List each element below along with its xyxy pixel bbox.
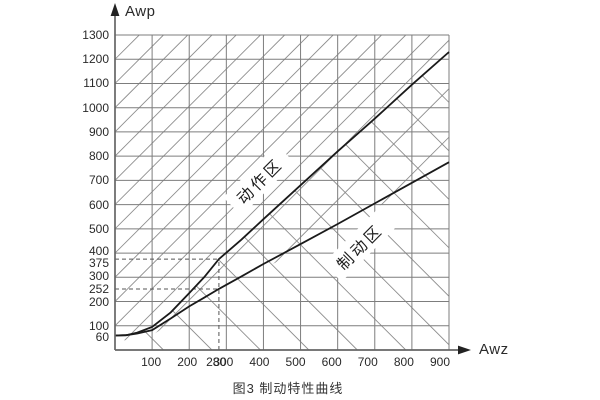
x-tick-label: 100 (141, 355, 162, 369)
figure-caption: 图3 制动特性曲线 (232, 381, 344, 396)
gridlines (115, 34, 450, 350)
x-axis-arrow-icon (458, 345, 471, 355)
y-tick-label: 1100 (83, 76, 109, 91)
dashed-guides (115, 258, 220, 350)
x-tick-label: 700 (357, 355, 378, 369)
x-tick-label: 200 (177, 355, 198, 369)
braking-boundary-curve (114, 161, 450, 337)
y-tick-label: 1200 (82, 52, 109, 67)
action-boundary-curve (114, 51, 450, 337)
y-tick-label: 500 (88, 221, 109, 236)
y-tick-label: 300 (88, 269, 109, 284)
y-tick-label: 100 (88, 318, 109, 333)
y-tick-label: 1300 (82, 28, 109, 42)
y-tick-label: 800 (88, 149, 109, 164)
x-tick-label: 400 (249, 355, 270, 369)
y-tick-label: 200 (88, 294, 109, 309)
x-tick-label: 300 (213, 355, 234, 369)
y-tick-label: 900 (88, 124, 109, 139)
y-tick-label: 252 (88, 281, 109, 296)
x-tick-label: 800 (393, 355, 414, 369)
y-tick-label: 700 (88, 173, 109, 188)
hatch-action-region (115, 35, 449, 341)
x-tick-label: 600 (321, 355, 342, 369)
y-tick-label: 600 (88, 197, 109, 212)
y-axis-title: Awp (125, 3, 156, 20)
y-tick-label: 60 (95, 330, 109, 345)
x-axis-title: Awz (479, 341, 509, 358)
x-tick-label: 500 (285, 355, 306, 369)
axes (110, 3, 471, 355)
y-tick-label: 375 (88, 256, 109, 271)
x-tick-label: 280 (206, 355, 227, 369)
x-tick-label: 900 (429, 355, 451, 369)
y-tick-label: 400 (88, 244, 109, 259)
y-tick-label: 1000 (82, 100, 109, 115)
y-axis-arrow-icon (110, 3, 120, 16)
characteristic-curves (114, 51, 450, 337)
